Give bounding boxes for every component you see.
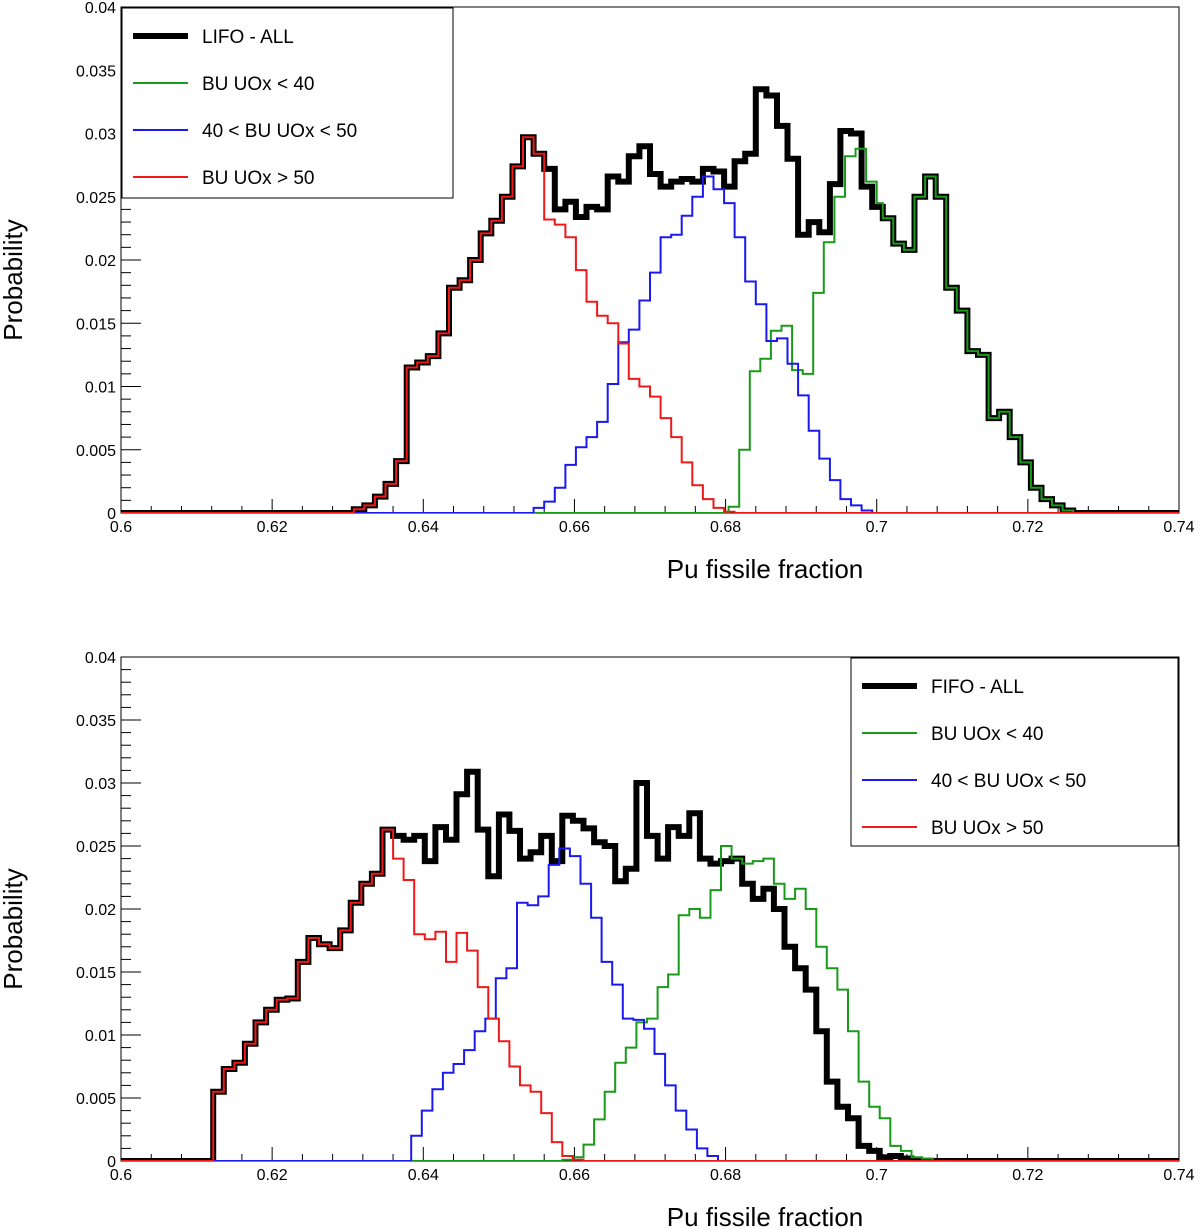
legend-label: LIFO - ALL (202, 27, 294, 48)
series-line-component-1 (121, 147, 1179, 513)
plot-area (121, 768, 1179, 1161)
y-tick-label: 0.04 (85, 0, 116, 17)
y-tick-label: 0.025 (76, 190, 116, 207)
legend-label: BU UOx < 40 (931, 724, 1043, 745)
y-tick-label: 0.02 (85, 902, 116, 919)
x-tick-label: 0.7 (866, 519, 888, 536)
x-tick-label: 0.74 (1163, 1167, 1194, 1184)
x-tick-label: 0.68 (710, 519, 741, 536)
y-tick-label: 0.01 (85, 1028, 116, 1045)
x-tick-label: 0.64 (408, 1167, 439, 1184)
legend-label: BU UOx > 50 (202, 168, 314, 189)
x-tick-label: 0.72 (1012, 519, 1043, 536)
y-tick-label: 0.025 (76, 839, 116, 856)
legend-label: FIFO - ALL (931, 677, 1024, 698)
chart-panel-fifo: 0.6 0.62 0.64 0.66 0.68 0.7 0.72 0.74 0 0.005 0.01… (0, 650, 1195, 1229)
y-tick-label: 0 (107, 506, 116, 523)
x-tick-label: 0.72 (1012, 1167, 1043, 1184)
legend-label: BU UOx < 40 (202, 74, 314, 95)
y-axis-title: Probability (0, 868, 28, 989)
y-tick-label: 0.015 (76, 965, 116, 982)
y-axis-title: Probability (0, 219, 28, 340)
legend-label: BU UOx > 50 (931, 818, 1043, 839)
series-line-component-3 (121, 136, 1179, 513)
x-tick-label: 0.68 (710, 1167, 741, 1184)
y-tick-label: 0.005 (76, 1091, 116, 1108)
series-line-component-2 (121, 175, 1179, 513)
y-tick-label: 0.04 (85, 650, 116, 667)
y-tick-label: 0.02 (85, 253, 116, 270)
x-tick-label: 0.6 (110, 519, 132, 536)
x-tick-label: 0.62 (257, 1167, 288, 1184)
chart-panel-lifo: 0.6 0.62 0.64 0.66 0.68 0.7 0.72 0.74 0 0.005 0.01… (0, 0, 1195, 584)
y-tick-label: 0 (107, 1154, 116, 1171)
y-tick-label: 0.03 (85, 127, 116, 144)
series-line-component-3 (121, 828, 1179, 1161)
x-tick-label: 0.74 (1163, 519, 1194, 536)
legend: FIFO - ALL BU UOx < 40 40 < BU UOx < 50 BU … (850, 657, 1179, 847)
legend-label: 40 < BU UOx < 50 (202, 121, 357, 142)
x-axis-title: Pu fissile fraction (667, 1202, 864, 1229)
x-tick-label: 0.64 (408, 519, 439, 536)
x-tick-label: 0.6 (110, 1167, 132, 1184)
x-axis-title: Pu fissile fraction (667, 554, 864, 584)
x-tick-label: 0.7 (866, 1167, 888, 1184)
y-tick-label: 0.035 (76, 63, 116, 80)
y-tick-label: 0.005 (76, 443, 116, 460)
x-tick-label: 0.62 (257, 519, 288, 536)
y-tick-label: 0.035 (76, 713, 116, 730)
legend-label: 40 < BU UOx < 50 (931, 771, 1086, 792)
legend-box (121, 7, 454, 199)
y-tick-label: 0.015 (76, 316, 116, 333)
legend: LIFO - ALL BU UOx < 40 40 < BU UOx < 50 BU … (121, 7, 454, 199)
x-tick-label: 0.66 (559, 1167, 590, 1184)
x-tick-label: 0.66 (559, 519, 590, 536)
series-line-component-2 (121, 847, 1179, 1161)
y-tick-label: 0.03 (85, 776, 116, 793)
plot-area (121, 86, 1179, 513)
y-tick-label: 0.01 (85, 380, 116, 397)
legend-box (850, 657, 1179, 847)
series-line-component-1 (121, 845, 1179, 1161)
